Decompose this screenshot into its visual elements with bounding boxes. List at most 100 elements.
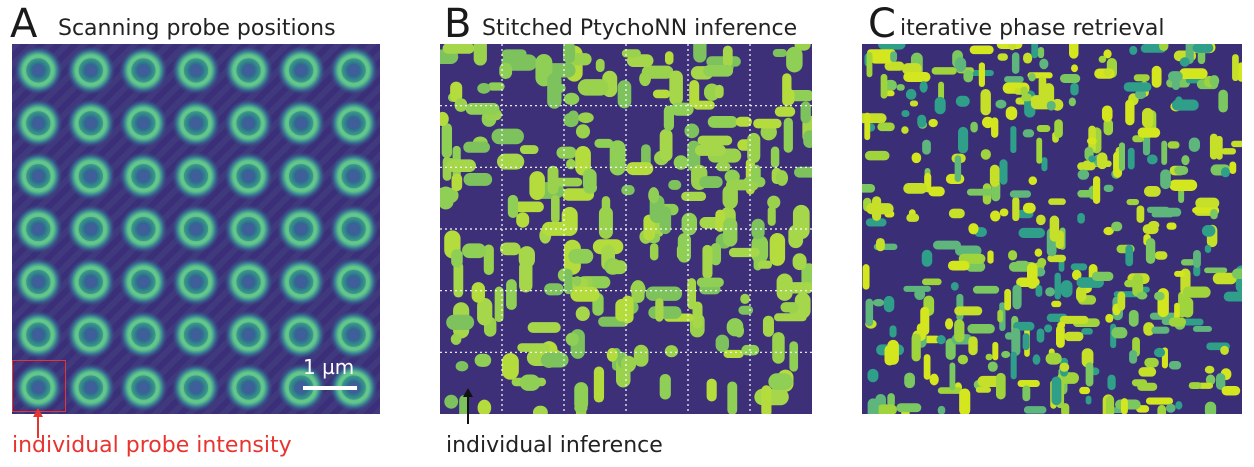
- domain-blob: [575, 306, 590, 322]
- panel-a-title: Scanning probe positions: [58, 16, 336, 41]
- domain-blob: [689, 80, 700, 108]
- domain-blob: [1121, 398, 1128, 414]
- domain-blob: [1071, 269, 1082, 281]
- domain-blob: [1169, 179, 1198, 191]
- probe-core: [347, 222, 361, 236]
- probe-core: [347, 328, 361, 342]
- probe-ring: [75, 319, 107, 350]
- probe-core: [84, 275, 98, 289]
- domain-blob: [693, 44, 707, 63]
- probe-core: [31, 169, 45, 183]
- domain-blob: [1001, 350, 1011, 359]
- domain-blob: [1179, 57, 1190, 67]
- domain-blob: [992, 341, 999, 361]
- probe-ring: [233, 319, 264, 350]
- domain-blob: [506, 279, 517, 310]
- probe-core: [137, 275, 150, 289]
- domain-blob: [870, 53, 893, 64]
- domain-blob: [1010, 125, 1017, 154]
- panel-b-letter: B: [444, 1, 472, 47]
- domain-blob: [970, 121, 978, 133]
- domain-blob: [902, 63, 922, 75]
- domain-blob: [911, 333, 921, 362]
- domain-blob: [757, 260, 773, 269]
- domain-blob: [699, 176, 723, 189]
- probe-core: [347, 169, 361, 183]
- domain-blob: [517, 343, 550, 352]
- probe-ring: [128, 319, 159, 350]
- domain-blob: [621, 295, 634, 324]
- domain-blob: [451, 249, 463, 268]
- probe-ring: [23, 213, 54, 245]
- domain-blob: [768, 373, 793, 391]
- domain-blob: [1044, 324, 1053, 333]
- domain-blob: [954, 155, 962, 182]
- domain-blob: [1154, 251, 1168, 260]
- domain-blob: [987, 250, 994, 264]
- domain-blob: [659, 373, 671, 400]
- domain-blob: [1070, 64, 1079, 73]
- domain-blob: [1032, 354, 1041, 365]
- domain-blob: [1175, 401, 1183, 410]
- domain-blob: [775, 170, 789, 186]
- domain-blob: [770, 146, 780, 168]
- domain-blob: [1068, 97, 1076, 107]
- domain-blob: [722, 45, 733, 68]
- domain-blob: [1004, 332, 1016, 340]
- domain-blob: [563, 44, 576, 64]
- probe-ring: [338, 213, 369, 245]
- domain-blob: [783, 88, 795, 106]
- domain-blob: [440, 111, 449, 127]
- domain-blob: [1231, 268, 1242, 280]
- domain-blob: [516, 212, 530, 228]
- probe-core: [189, 328, 203, 342]
- domain-blob: [1105, 395, 1115, 414]
- domain-blob: [1174, 270, 1185, 277]
- domain-blob: [1125, 99, 1135, 126]
- domain-blob: [491, 128, 524, 145]
- domain-blob: [1022, 129, 1035, 138]
- domain-blob: [740, 293, 750, 305]
- domain-blob: [1036, 125, 1051, 132]
- domain-blob: [1204, 267, 1228, 274]
- domain-blob: [1096, 152, 1108, 170]
- domain-blob: [921, 249, 933, 267]
- domain-blob: [1091, 271, 1114, 281]
- domain-blob: [1137, 127, 1161, 138]
- domain-blob: [577, 79, 609, 96]
- probe-core: [84, 222, 98, 236]
- domain-blob: [1070, 263, 1088, 271]
- domain-blob: [735, 116, 752, 127]
- domain-blob: [1023, 52, 1033, 64]
- domain-blob: [901, 110, 910, 118]
- domain-blob: [957, 354, 969, 365]
- domain-blob: [1010, 351, 1017, 380]
- probe-ring: [23, 372, 54, 403]
- probe-core: [242, 64, 255, 77]
- domain-blob: [1151, 326, 1170, 334]
- domain-blob: [989, 164, 1000, 187]
- probe-core: [137, 222, 150, 236]
- domain-blob: [1107, 374, 1116, 391]
- domain-blob: [626, 162, 654, 176]
- probe-core: [242, 169, 255, 183]
- domain-blob: [607, 260, 628, 275]
- domain-blob: [1088, 155, 1097, 163]
- domain-blob: [1048, 198, 1066, 205]
- domain-blob: [510, 201, 544, 213]
- domain-blob: [1036, 137, 1043, 164]
- domain-blob: [1215, 372, 1226, 390]
- domain-blob: [877, 404, 897, 414]
- domain-blob: [774, 106, 796, 117]
- domain-blob: [883, 295, 895, 313]
- domain-blob: [694, 144, 726, 156]
- domain-blob: [921, 278, 942, 286]
- probe-core: [347, 64, 361, 77]
- domain-blob: [928, 118, 938, 128]
- domain-blob: [1077, 189, 1097, 198]
- domain-blob: [639, 71, 651, 87]
- domain-blob: [1193, 265, 1201, 277]
- domain-blob: [453, 261, 464, 298]
- domain-blob: [1008, 44, 1017, 51]
- domain-blob: [1060, 280, 1073, 298]
